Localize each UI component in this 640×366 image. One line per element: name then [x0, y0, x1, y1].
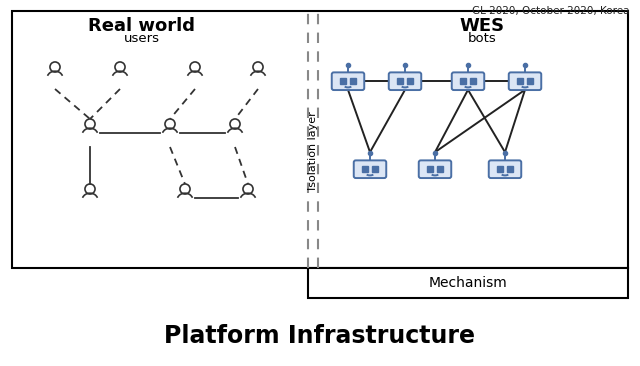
- FancyBboxPatch shape: [332, 72, 364, 90]
- Text: WES: WES: [460, 17, 504, 35]
- FancyBboxPatch shape: [354, 160, 387, 178]
- Text: Mechanism: Mechanism: [429, 276, 508, 290]
- Text: bots: bots: [468, 33, 497, 45]
- Text: Platform Infrastructure: Platform Infrastructure: [164, 324, 476, 348]
- FancyBboxPatch shape: [419, 160, 451, 178]
- FancyBboxPatch shape: [509, 72, 541, 90]
- Text: Isolation layer: Isolation layer: [308, 112, 318, 190]
- Text: users: users: [124, 33, 160, 45]
- FancyBboxPatch shape: [452, 72, 484, 90]
- Text: GL 2020, October 2020, Korea: GL 2020, October 2020, Korea: [472, 6, 630, 16]
- FancyBboxPatch shape: [12, 11, 628, 268]
- Text: Real world: Real world: [88, 17, 195, 35]
- FancyBboxPatch shape: [489, 160, 521, 178]
- FancyBboxPatch shape: [308, 268, 628, 298]
- FancyBboxPatch shape: [388, 72, 421, 90]
